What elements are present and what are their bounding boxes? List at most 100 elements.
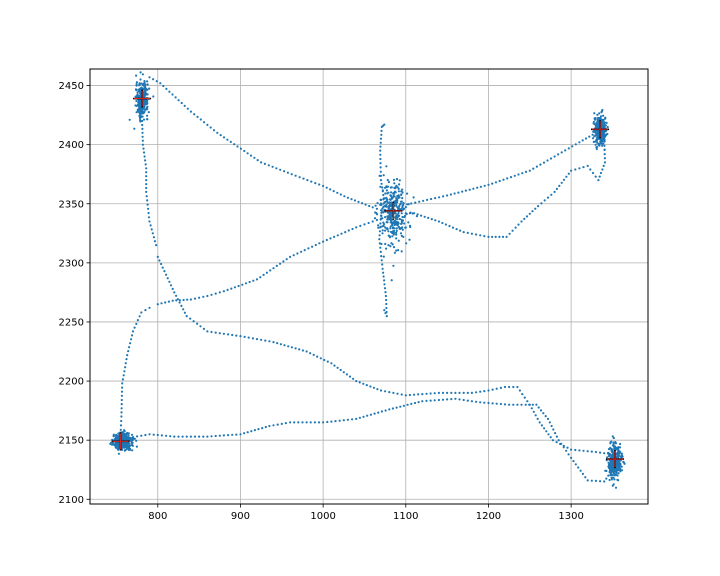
trajectory-point	[125, 433, 128, 436]
trajectory-point	[397, 190, 400, 193]
trajectory-point	[462, 398, 465, 402]
trajectory-point	[618, 464, 621, 467]
trajectory-point	[518, 389, 522, 392]
trajectory-point	[494, 235, 497, 238]
trajectory-point	[121, 382, 124, 385]
trajectory-point	[305, 421, 308, 424]
trajectory-point	[120, 398, 123, 402]
trajectory-point	[603, 153, 606, 156]
trajectory-point	[123, 449, 126, 452]
trajectory-point	[146, 93, 149, 96]
trajectory-point	[167, 300, 170, 303]
trajectory-point	[146, 80, 149, 83]
trajectory-point	[521, 172, 524, 175]
trajectory-point	[134, 104, 137, 107]
trajectory-point	[607, 451, 610, 454]
trajectory-point	[599, 116, 602, 120]
trajectory-point	[592, 130, 595, 133]
trajectory-point	[147, 216, 151, 219]
centroid-markers	[111, 89, 624, 469]
trajectory-point	[401, 197, 404, 200]
trajectory-point	[429, 392, 432, 395]
trajectory-point	[362, 382, 365, 385]
trajectory-point	[386, 192, 389, 195]
trajectory-point	[210, 330, 213, 334]
trajectory-point	[156, 433, 159, 437]
trajectory-point	[283, 344, 286, 347]
trajectory-point	[495, 402, 498, 405]
trajectory-point	[142, 112, 145, 115]
trajectory-point	[336, 234, 339, 237]
trajectory-point	[160, 434, 163, 437]
trajectory-point	[135, 111, 138, 114]
trajectory-point	[140, 434, 143, 437]
trajectory-point	[153, 240, 157, 243]
trajectory-point	[222, 332, 225, 335]
trajectory-point	[151, 232, 154, 235]
trajectory-point	[425, 392, 428, 395]
trajectory-point	[619, 442, 622, 446]
trajectory-point	[116, 443, 120, 446]
trajectory-point	[347, 229, 350, 232]
trajectory-point	[276, 423, 279, 426]
trajectory-point	[449, 193, 452, 196]
trajectory-point	[574, 168, 577, 171]
trajectory-point	[138, 82, 141, 85]
trajectory-point	[395, 216, 398, 220]
trajectory-point	[457, 191, 460, 194]
trajectory-point	[168, 280, 171, 283]
trajectory-point	[143, 80, 146, 83]
trajectory-point	[594, 479, 598, 482]
trajectory-point	[459, 229, 462, 232]
trajectory-point	[562, 444, 565, 447]
trajectory-point	[343, 195, 346, 198]
trajectory-point	[391, 226, 395, 229]
trajectory-point	[135, 99, 138, 103]
trajectory-point	[400, 234, 403, 237]
trajectory-point	[380, 255, 383, 258]
trajectory-point	[139, 99, 142, 102]
trajectory-point	[230, 287, 233, 290]
trajectory-point	[441, 398, 445, 401]
trajectory-point	[399, 232, 403, 235]
trajectory-point	[442, 195, 445, 198]
trajectory-point	[425, 399, 428, 402]
trajectory-point	[144, 433, 147, 437]
trajectory-point	[222, 136, 226, 139]
trajectory-point	[388, 391, 391, 394]
trajectory-point	[523, 396, 526, 399]
trajectory-point	[594, 143, 597, 146]
trajectory-point	[226, 138, 229, 141]
trajectory-point	[198, 435, 201, 438]
trajectory-point	[430, 218, 433, 221]
trajectory-point	[376, 388, 379, 391]
trajectory-point	[189, 110, 192, 113]
trajectory-point	[593, 112, 596, 115]
trajectory-point	[365, 384, 368, 387]
trajectory-point	[124, 434, 128, 437]
trajectory-point	[393, 220, 396, 223]
trajectory-point	[611, 444, 615, 447]
trajectory-point	[235, 334, 238, 337]
trajectory-point	[379, 185, 382, 188]
trajectory-point	[520, 403, 523, 406]
trajectory-point	[255, 278, 259, 281]
trajectory-point	[548, 421, 551, 424]
trajectory-point	[407, 203, 410, 206]
trajectory-point	[574, 143, 577, 146]
trajectory-point	[193, 297, 197, 300]
trajectory-point	[582, 166, 585, 169]
trajectory-point	[434, 197, 437, 200]
trajectory-point	[147, 207, 150, 210]
trajectory-point	[361, 202, 364, 205]
y-tick-label: 2300	[59, 258, 84, 269]
trajectory-point	[382, 174, 385, 177]
trajectory-point	[590, 479, 593, 482]
trajectory-point	[131, 438, 134, 441]
trajectory-point	[420, 214, 423, 217]
trajectory-point	[383, 279, 386, 282]
trajectory-point	[379, 389, 383, 392]
trajectory-point	[602, 164, 605, 167]
trajectory-point	[508, 403, 511, 406]
trajectory-point	[141, 119, 144, 123]
